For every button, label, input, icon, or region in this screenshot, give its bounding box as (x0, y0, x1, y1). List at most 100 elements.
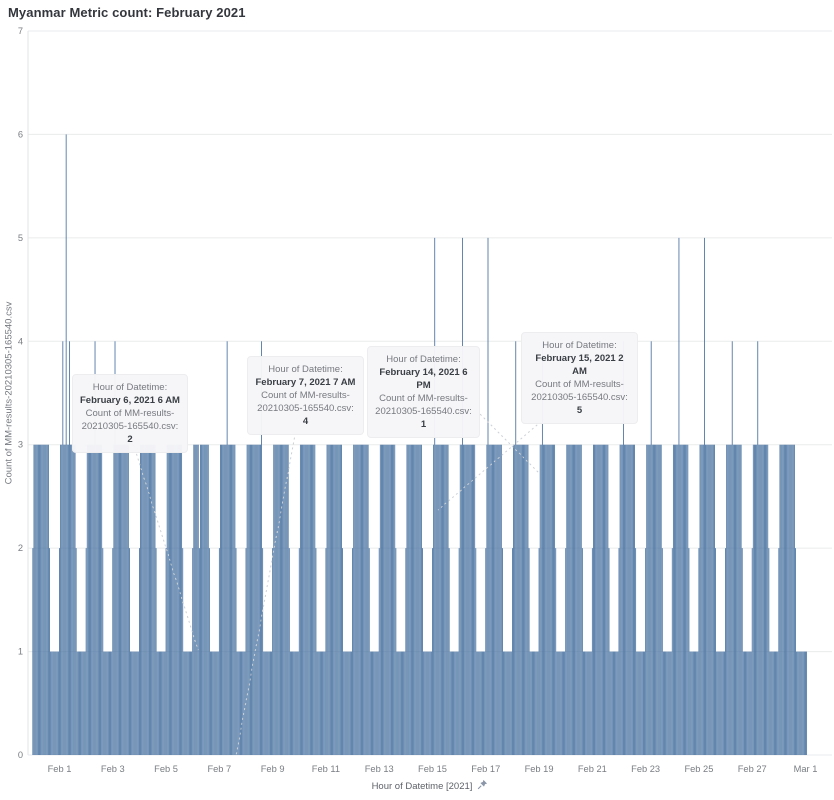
bar[interactable] (577, 444, 579, 755)
bar[interactable] (45, 444, 47, 755)
bar[interactable] (95, 444, 97, 755)
bar[interactable] (736, 444, 738, 755)
bar[interactable] (593, 444, 594, 755)
bar[interactable] (616, 651, 618, 755)
bar[interactable] (347, 651, 349, 755)
bar[interactable] (714, 444, 715, 755)
bar[interactable] (690, 651, 692, 755)
bar[interactable] (54, 651, 56, 755)
bar[interactable] (470, 444, 472, 755)
bar[interactable] (640, 651, 642, 755)
bar[interactable] (432, 548, 433, 755)
bar[interactable] (416, 444, 418, 755)
bar[interactable] (346, 651, 348, 755)
bar[interactable] (318, 651, 320, 755)
bar[interactable] (797, 651, 799, 755)
bar[interactable] (735, 444, 736, 755)
bar[interactable] (133, 651, 135, 755)
bar[interactable] (385, 444, 387, 755)
bar[interactable] (190, 651, 191, 755)
bar[interactable] (281, 444, 282, 755)
bar[interactable] (512, 548, 513, 755)
bar[interactable] (155, 548, 157, 755)
bar[interactable] (514, 444, 516, 755)
bar[interactable] (60, 444, 62, 755)
bar[interactable] (627, 444, 629, 755)
bar[interactable] (725, 548, 726, 755)
bar[interactable] (755, 444, 756, 755)
bar[interactable] (241, 651, 242, 755)
bar[interactable] (77, 651, 79, 755)
bar[interactable] (789, 444, 791, 755)
bar[interactable] (201, 444, 203, 755)
bar[interactable] (604, 444, 605, 755)
bar[interactable] (550, 444, 552, 755)
bar[interactable] (531, 651, 533, 755)
bar[interactable] (557, 651, 559, 755)
bar[interactable] (218, 548, 220, 755)
bar[interactable] (695, 651, 697, 755)
bar[interactable] (786, 444, 788, 755)
bar[interactable] (56, 651, 58, 755)
bar[interactable] (116, 444, 118, 755)
bar[interactable] (110, 651, 111, 755)
bar[interactable] (317, 651, 319, 755)
bar[interactable] (446, 444, 448, 755)
bar[interactable] (700, 444, 702, 755)
bar[interactable] (79, 651, 80, 755)
bar[interactable] (591, 548, 593, 755)
bar[interactable] (117, 444, 119, 755)
bar[interactable] (248, 444, 250, 755)
bar[interactable] (257, 444, 259, 755)
bar[interactable] (276, 444, 278, 755)
bar[interactable] (599, 444, 601, 755)
bar[interactable] (427, 651, 429, 755)
bar[interactable] (42, 444, 44, 755)
bar[interactable] (758, 444, 760, 755)
bar[interactable] (499, 444, 501, 755)
bar[interactable] (296, 651, 298, 755)
bar[interactable] (528, 548, 530, 755)
bar[interactable] (319, 651, 321, 755)
bar[interactable] (738, 444, 740, 755)
bar[interactable] (722, 651, 724, 755)
bar[interactable] (682, 444, 684, 755)
bar[interactable] (261, 341, 262, 755)
bar[interactable] (387, 444, 389, 755)
bar[interactable] (646, 444, 648, 755)
bar[interactable] (662, 651, 664, 755)
bar[interactable] (153, 444, 155, 755)
bar[interactable] (459, 444, 461, 755)
bar[interactable] (139, 548, 140, 755)
bar[interactable] (187, 651, 189, 755)
bar[interactable] (619, 444, 621, 755)
bar[interactable] (747, 651, 749, 755)
bar[interactable] (453, 651, 455, 755)
bar[interactable] (279, 444, 281, 755)
bar[interactable] (146, 444, 148, 755)
bar[interactable] (256, 444, 258, 755)
bar[interactable] (333, 444, 335, 755)
bar[interactable] (466, 444, 468, 755)
bar[interactable] (126, 444, 128, 755)
bar[interactable] (490, 444, 492, 755)
bar[interactable] (34, 444, 36, 755)
bar[interactable] (273, 444, 275, 755)
bar[interactable] (255, 444, 257, 755)
bar[interactable] (508, 651, 510, 755)
bar[interactable] (216, 651, 218, 755)
bar[interactable] (215, 651, 217, 755)
bar[interactable] (701, 444, 703, 755)
bar[interactable] (656, 444, 658, 755)
bar[interactable] (665, 651, 667, 755)
bar[interactable] (589, 651, 591, 755)
bar[interactable] (105, 651, 107, 755)
bar[interactable] (291, 651, 292, 755)
bar[interactable] (741, 548, 743, 755)
bar[interactable] (680, 444, 682, 755)
bar[interactable] (510, 651, 512, 755)
bar[interactable] (598, 444, 600, 755)
bar[interactable] (704, 237, 705, 756)
bar[interactable] (802, 651, 804, 755)
